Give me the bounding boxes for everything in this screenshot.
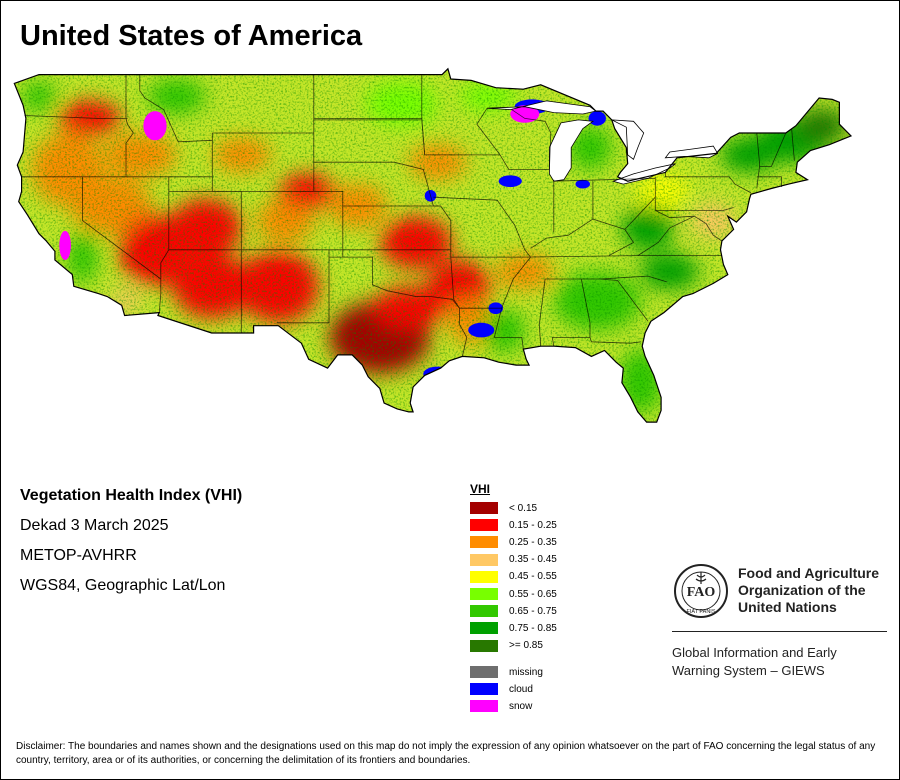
legend-item: 0.35 - 0.45 [470, 553, 557, 567]
legend-item: cloud [470, 682, 533, 696]
legend-swatch [470, 622, 498, 635]
legend-label: 0.75 - 0.85 [509, 622, 557, 634]
state-boundaries [21, 74, 795, 357]
legend-item: 0.75 - 0.85 [470, 621, 557, 635]
legend-swatch [470, 553, 498, 566]
fao-name: Food and Agriculture Organization of the… [738, 565, 879, 616]
snow-patch [59, 230, 71, 261]
state-boundary [212, 191, 344, 258]
legend-swatch [470, 666, 498, 678]
lake [549, 119, 594, 182]
legend-swatch [470, 683, 498, 695]
fao-logo-text: FAO [687, 585, 716, 600]
legend-swatch [470, 519, 498, 532]
state-boundary [511, 109, 552, 170]
fao-logo: FAO FIAT PANIS [674, 564, 728, 618]
fao-divider [672, 631, 887, 632]
cloud-patch [588, 111, 606, 126]
legend-swatch [470, 700, 498, 712]
legend-swatch [470, 570, 498, 583]
state-boundary [654, 176, 734, 211]
fao-name-line-1: Food and Agriculture [738, 565, 880, 581]
legend-swatch [470, 536, 498, 549]
state-boundary [791, 128, 795, 161]
country-outline [13, 67, 853, 423]
state-boundary [139, 74, 213, 143]
legend-swatch [470, 605, 498, 618]
product-name: Vegetation Health Index (VHI) [20, 487, 243, 504]
legend-label: 0.55 - 0.65 [509, 588, 557, 600]
state-boundary [759, 132, 787, 167]
legend-title: VHI [470, 482, 491, 496]
sensor-label: METOP-AVHRR [20, 547, 137, 564]
legend-item: snow [470, 699, 532, 713]
state-boundary [24, 115, 128, 119]
fao-name-line-2: Organization of the [738, 582, 866, 598]
state-boundary [433, 196, 532, 350]
legend-item: < 0.15 [470, 501, 537, 515]
state-boundary [476, 107, 501, 156]
cloud-patch [575, 179, 590, 189]
state-boundary [125, 74, 134, 177]
vhi-map [13, 67, 853, 423]
cloud-patch [468, 322, 495, 338]
state-boundary [329, 256, 460, 309]
legend-swatch [470, 588, 498, 600]
legend-item: 0.25 - 0.35 [470, 535, 557, 549]
legend-label: 0.35 - 0.45 [509, 554, 557, 566]
lake [611, 119, 645, 160]
legend-label: >= 0.85 [509, 640, 543, 652]
legend-label: snow [509, 700, 533, 712]
legend-item: 0.15 - 0.25 [470, 518, 557, 532]
state-boundary [624, 196, 656, 230]
state-boundary [600, 278, 649, 322]
legend-label: 0.65 - 0.75 [509, 605, 557, 617]
vhi-texture [14, 68, 852, 423]
legend-swatch [470, 502, 498, 514]
snow-layer [59, 105, 540, 261]
state-boundary [538, 278, 546, 347]
period-label: Dekad 3 March 2025 [20, 517, 169, 534]
legend-label: missing [509, 666, 543, 678]
state-boundary [589, 337, 641, 344]
legend-item: 0.45 - 0.55 [470, 570, 557, 584]
projection-label: WGS84, Geographic Lat/Lon [20, 577, 226, 594]
state-boundary [756, 176, 782, 187]
legend-item: >= 0.85 [470, 639, 543, 653]
state-boundary [160, 176, 170, 279]
legend-label: 0.15 - 0.25 [509, 519, 557, 531]
legend-label: < 0.15 [509, 502, 538, 514]
disclaimer: Disclaimer: The boundaries and names sho… [16, 741, 876, 766]
state-boundary [756, 132, 761, 189]
legend-item: 0.65 - 0.75 [470, 604, 557, 618]
giews-line-2: Warning System – GIEWS [672, 663, 825, 678]
state-boundary [450, 257, 468, 357]
legend-swatch [470, 639, 498, 652]
state-boundary [655, 210, 695, 219]
state-boundary [421, 74, 426, 155]
state-boundary [276, 249, 330, 324]
state-boundary [665, 172, 752, 194]
cloud-patch [498, 175, 522, 188]
fao-name-line-3: United Nations [738, 599, 837, 615]
vhi-raster [14, 68, 852, 423]
fao-logo-motto: FIAT PANIS [686, 609, 715, 615]
giews-line-1: Global Information and Early [672, 645, 837, 660]
state-boundary [342, 205, 522, 258]
snow-patch [510, 105, 540, 123]
giews-label: Global Information and Early Warning Sys… [672, 644, 837, 680]
map-title: United States of America [20, 20, 363, 52]
legend-item: missing [470, 665, 543, 679]
state-boundary [499, 154, 550, 170]
legend-label: cloud [509, 683, 533, 695]
snow-patch [143, 111, 167, 141]
legend-label: 0.45 - 0.55 [509, 571, 557, 583]
legend-item: 0.55 - 0.65 [470, 587, 557, 601]
legend-label: 0.25 - 0.35 [509, 536, 557, 548]
